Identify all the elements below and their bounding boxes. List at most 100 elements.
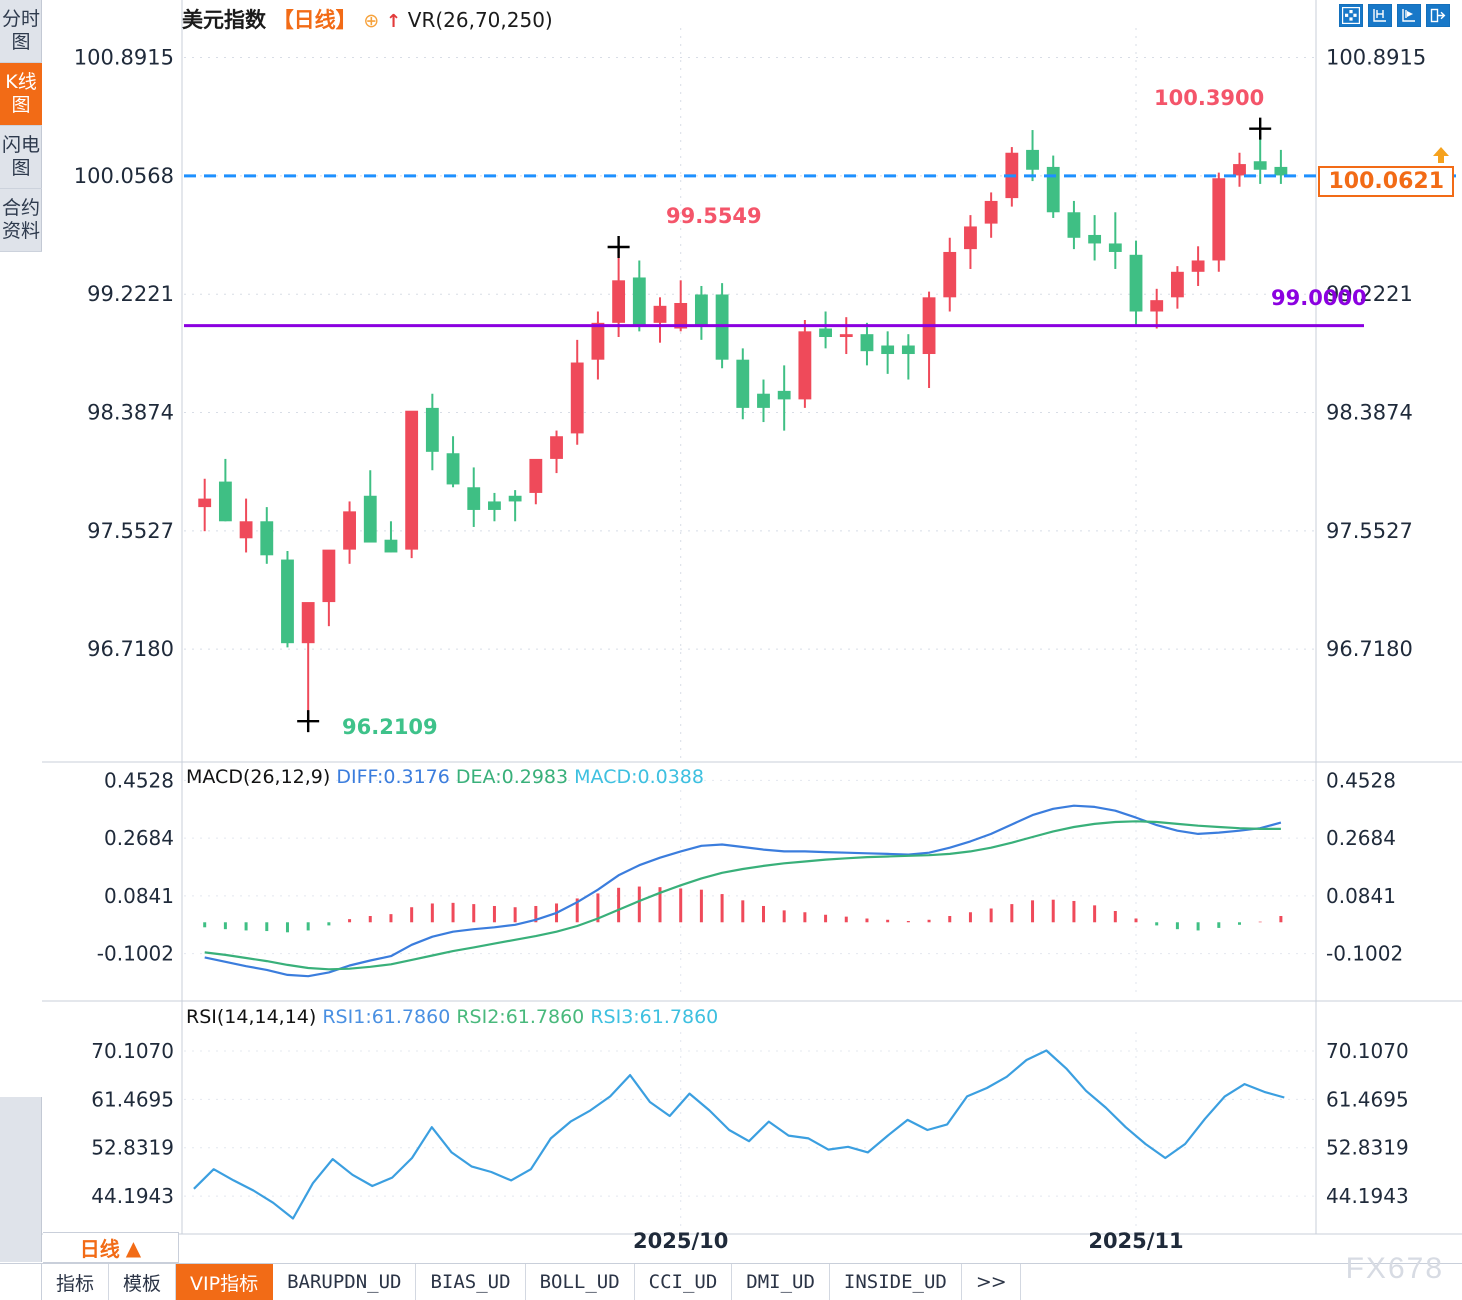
rsi3-label: RSI3:61.7860 <box>590 1006 719 1028</box>
extreme-markers <box>297 117 1272 733</box>
rsi-axis-tick-right: 44.1943 <box>1326 1184 1409 1208</box>
crosshair-icon[interactable] <box>1339 4 1363 27</box>
measure-icon[interactable] <box>1368 4 1392 27</box>
candle-body <box>508 495 522 502</box>
sidebar-item-timeshare[interactable]: 分时图 <box>0 0 42 63</box>
tab-cci[interactable]: CCI_UD <box>635 1264 733 1300</box>
candle-body <box>301 602 315 644</box>
candle-body <box>1067 212 1081 238</box>
rsi-series <box>184 1049 1314 1220</box>
rsi-axis-tick-right: 52.8319 <box>1326 1136 1409 1160</box>
sidebar-item-contract[interactable]: 合约资料 <box>0 189 42 252</box>
indicator-label[interactable]: VR(26,70,250) <box>407 8 553 32</box>
left-sidebar: 分时图 K线图 闪电图 合约资料 <box>0 0 42 1262</box>
macd-value-label: MACD:0.0388 <box>574 766 704 788</box>
candle-body <box>467 487 481 510</box>
rsi-axis-tick-left: 44.1943 <box>91 1184 174 1208</box>
candle-body <box>1233 164 1246 176</box>
tab-bias[interactable]: BIAS_UD <box>416 1264 526 1300</box>
tab-templates[interactable]: 模板 <box>109 1264 177 1300</box>
tab-boll[interactable]: BOLL_UD <box>526 1264 635 1300</box>
sidebar-item-kline[interactable]: K线图 <box>0 63 42 126</box>
chevron-up-icon: ▲ <box>125 1235 142 1260</box>
candle-body <box>777 390 791 400</box>
macd-dea-label: DEA:0.2983 <box>455 766 569 788</box>
candle-body <box>964 226 977 250</box>
candle-body <box>550 436 563 459</box>
macd-panel-title: MACD(26,12,9) DIFF:0.3176 DEA:0.2983 MAC… <box>186 766 704 788</box>
candle-body <box>674 302 688 329</box>
tab-barupdn[interactable]: BARUPDN_UD <box>273 1264 417 1300</box>
tab-dmi[interactable]: DMI_UD <box>732 1264 830 1300</box>
rsi-axis-tick-left: 61.4695 <box>91 1087 174 1111</box>
expand-icon[interactable] <box>1426 4 1450 27</box>
tab-vip[interactable]: VIP指标 <box>176 1264 274 1300</box>
chart-gridlines <box>42 0 1462 1235</box>
candle-body <box>1191 260 1205 272</box>
candle-body <box>819 328 832 338</box>
candle-body <box>943 251 957 298</box>
candle-body <box>1274 166 1288 176</box>
macd-diff-line <box>204 804 1282 978</box>
candle-body <box>757 393 770 408</box>
candle-body <box>281 559 294 644</box>
macd-series <box>184 779 1314 978</box>
candle-body <box>1108 243 1122 252</box>
price-axis-tick-left: 96.7180 <box>87 637 174 661</box>
candle-body <box>446 453 460 485</box>
rsi-line <box>193 1049 1285 1220</box>
tab-more[interactable]: >> <box>962 1264 1021 1300</box>
support-line-label: 99.0000 <box>1271 286 1367 310</box>
candle-body <box>343 511 356 550</box>
candle-body <box>363 495 377 543</box>
candle-body <box>239 521 253 539</box>
x-axis-tick: 2025/11 <box>1088 1229 1183 1253</box>
price-axis-tick-right: 96.7180 <box>1326 637 1413 661</box>
candle-body <box>881 345 895 355</box>
magnet-icon[interactable] <box>1397 4 1421 27</box>
candle-body <box>612 280 626 323</box>
price-axis-tick-left: 97.5527 <box>87 519 174 543</box>
rsi-axis-tick-left: 70.1070 <box>91 1039 174 1063</box>
symbol-label: 美元指数 <box>182 8 266 32</box>
rsi-axis-tick-right: 70.1070 <box>1326 1039 1409 1063</box>
price-axis-tick-right: 98.3874 <box>1326 401 1413 425</box>
current-price-tag[interactable]: 100.0621 <box>1318 166 1454 197</box>
candlestick-series <box>198 128 1288 722</box>
tab-label: DMI_UD <box>746 1271 815 1293</box>
price-axis-tick-left: 98.3874 <box>87 401 174 425</box>
high-price-annotation: 100.3900 <box>1154 86 1265 110</box>
x-axis-tick: 2025/10 <box>633 1229 728 1253</box>
tab-indicators[interactable]: 指标 <box>42 1264 110 1300</box>
price-axis-tick-left: 99.2221 <box>87 282 174 306</box>
crosshair-icon[interactable]: ⊕ <box>363 10 380 32</box>
tab-label: VIP指标 <box>190 1272 259 1295</box>
candle-body <box>694 294 708 326</box>
sidebar-item-lightning[interactable]: 闪电图 <box>0 126 42 189</box>
chart-canvas[interactable]: 100.8915100.8915100.0568100.056899.22219… <box>42 0 1462 1285</box>
tab-label: CCI_UD <box>648 1271 718 1293</box>
macd-axis-tick-right: 0.0841 <box>1326 884 1396 908</box>
tab-label: BOLL_UD <box>539 1271 620 1293</box>
price-up-arrow-icon <box>1433 147 1449 163</box>
candle-body <box>260 521 274 556</box>
rsi-panel-title: RSI(14,14,14) RSI1:61.7860 RSI2:61.7860 … <box>186 1006 718 1028</box>
swing-high-annotation: 99.5549 <box>666 204 762 228</box>
price-axis-tick-left: 100.8915 <box>74 46 174 70</box>
macd-axis-tick-right: 0.4528 <box>1326 768 1396 792</box>
rsi-axis-tick-left: 52.8319 <box>91 1136 174 1160</box>
rsi2-label: RSI2:61.7860 <box>456 1006 585 1028</box>
rsi-name-label: RSI(14,14,14) <box>186 1006 317 1028</box>
candle-body <box>198 498 212 508</box>
tab-inside[interactable]: INSIDE_UD <box>830 1264 962 1300</box>
tab-label: 模板 <box>123 1272 162 1295</box>
axis-labels: 100.8915100.8915100.0568100.056899.22219… <box>74 46 1426 1253</box>
tab-label: 指标 <box>56 1272 95 1295</box>
candle-body <box>405 410 419 550</box>
tab-label: BIAS_UD <box>430 1271 511 1293</box>
period-selector[interactable]: 日线 ▲ <box>43 1232 179 1263</box>
sidebar-item-label: K线图 <box>5 71 37 116</box>
candle-body <box>798 331 812 400</box>
candle-body <box>653 305 667 323</box>
price-axis-tick-right: 97.5527 <box>1326 519 1413 543</box>
